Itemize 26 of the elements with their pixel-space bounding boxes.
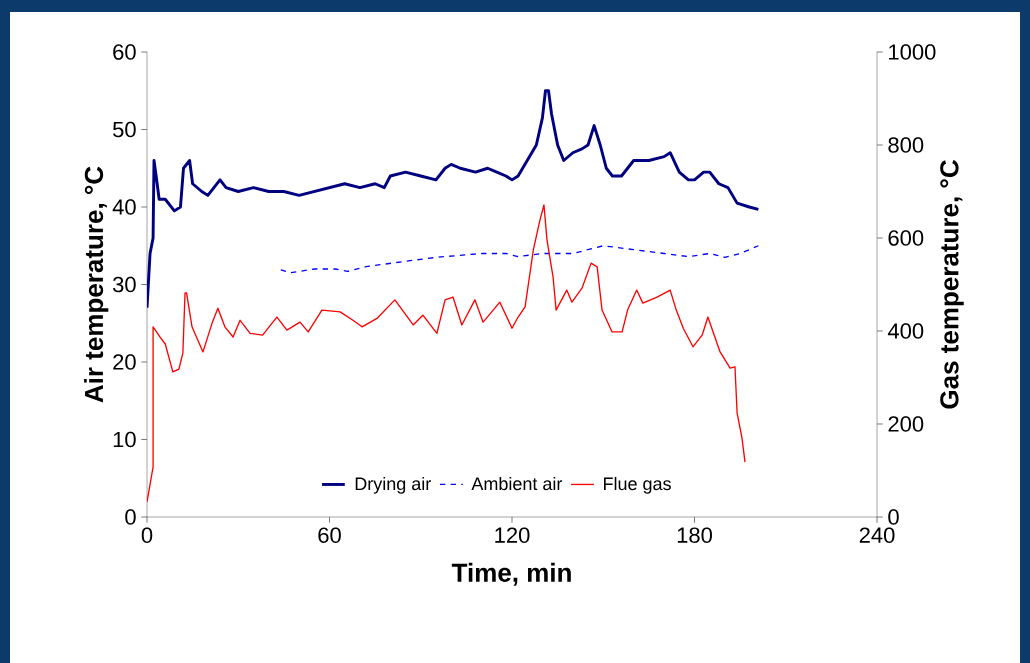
y-tick-label: 60 — [113, 44, 136, 60]
y-tick-label: 0 — [125, 509, 136, 525]
legend-label: Flue gas — [604, 476, 671, 494]
y2-tick-label: 400 — [887, 323, 924, 339]
line-series — [147, 204, 746, 503]
legend-label: Drying air — [355, 476, 431, 494]
y2-axis-title: Gas temperature, °C — [940, 160, 964, 409]
y-tick-label: 30 — [112, 276, 136, 293]
y-tick-label: 40 — [112, 199, 136, 215]
y2-tick-label: 1000 — [889, 44, 936, 60]
y-tick-label: 10 — [113, 431, 136, 448]
line-series — [280, 245, 760, 274]
x-tick-label: 180 — [677, 527, 712, 543]
y2-tick-label: 800 — [888, 137, 924, 153]
x-tick-label: 0 — [141, 527, 153, 543]
y2-tick-label: 0 — [888, 509, 899, 525]
x-axis-title: Time, min — [451, 562, 571, 586]
x-tick-label: 240 — [859, 527, 895, 543]
legend-label: Ambient air — [471, 476, 563, 491]
y2-tick-label: 600 — [888, 230, 924, 246]
y-tick-label: 50 — [113, 121, 136, 138]
x-tick-label: 120 — [495, 527, 530, 543]
x-tick-label: 60 — [318, 527, 341, 543]
y2-tick-label: 200 — [888, 416, 924, 432]
y-axis-title: Air temperature, °C — [84, 166, 109, 403]
y-tick-label: 20 — [113, 354, 136, 370]
